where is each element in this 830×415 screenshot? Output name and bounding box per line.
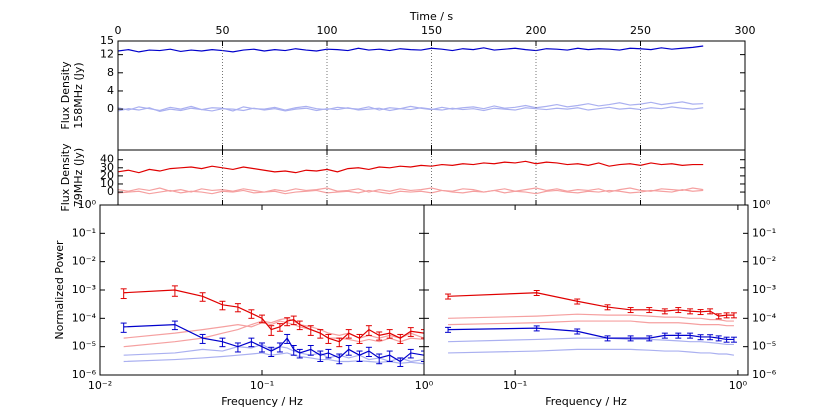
y-tick-label: 10⁻²: [72, 255, 96, 268]
y-tick-label: 10⁻²: [752, 255, 776, 268]
series-line: [123, 317, 424, 348]
y-tick-label: 10⁻⁴: [752, 311, 777, 324]
plot-area: [120, 285, 424, 367]
x-tick-label: 50: [216, 24, 230, 37]
y-tick-label: 10⁻⁵: [72, 340, 96, 353]
x-tick-label: 0: [115, 24, 122, 37]
series-line: [118, 106, 704, 113]
series-line: [123, 352, 424, 365]
y-tick-label: 10⁰: [752, 198, 771, 211]
y-axis-label: 158MHz (Jy): [72, 62, 85, 128]
axes-frame: [423, 204, 749, 376]
y-axis-label: Flux Density: [59, 61, 72, 130]
y-tick-label: 10⁻⁶: [72, 368, 97, 381]
series-line: [123, 343, 424, 363]
y-tick-label: 10: [100, 177, 114, 190]
plot-area: [118, 45, 704, 113]
series-line: [123, 320, 424, 343]
x-tick-label: 100: [317, 24, 338, 37]
x-tick-label: 10⁻²: [88, 379, 112, 392]
x-tick-label: 10⁻¹: [250, 379, 274, 392]
plot-area: [118, 160, 704, 195]
series-line: [123, 289, 424, 343]
series-line: [448, 292, 734, 317]
y-tick-label: 10⁻¹: [72, 226, 96, 239]
x-tick-label: 10⁰: [415, 379, 434, 392]
x-tick-label: 200: [526, 24, 547, 37]
series-line: [118, 160, 704, 174]
y-tick-label: 0: [107, 185, 114, 198]
y-tick-label: 10⁻³: [72, 283, 96, 296]
x-axis-label: Frequency / Hz: [545, 395, 627, 408]
x-tick-label: 300: [735, 24, 756, 37]
y-tick-label: 40: [100, 153, 114, 166]
y-tick-label: 10⁻⁶: [752, 368, 777, 381]
y-tick-label: 8: [107, 66, 114, 79]
series-line: [448, 320, 734, 327]
x-axis-label: Frequency / Hz: [221, 395, 303, 408]
y-tick-label: 20: [100, 169, 114, 182]
series-line: [118, 45, 704, 53]
series-line: [118, 189, 704, 195]
y-tick-label: 4: [107, 84, 114, 97]
y-tick-label: 15: [100, 34, 114, 47]
x-tick-label: 250: [630, 24, 651, 37]
x-tick-label: 10⁻¹: [503, 379, 527, 392]
x-tick-label: 150: [421, 24, 442, 37]
y-tick-label: 10⁻¹: [752, 226, 776, 239]
y-tick-label: 10⁻³: [752, 283, 776, 296]
y-axis-label: Normalized Power: [53, 240, 66, 340]
y-axis-label: 79MHz (Jy): [72, 148, 85, 207]
y-tick-label: 10⁰: [78, 198, 97, 211]
series-line: [123, 324, 424, 363]
y-tick-label: 30: [100, 161, 114, 174]
y-tick-label: 12: [100, 48, 114, 61]
series-line: [448, 348, 735, 356]
y-tick-label: 0: [107, 102, 114, 115]
series-line: [448, 313, 734, 322]
series-line: [448, 337, 734, 346]
y-tick-label: 10⁻⁴: [72, 311, 97, 324]
plot-area: [445, 290, 737, 356]
x-tick-label: 10⁰: [729, 379, 748, 392]
y-tick-label: 10⁻⁵: [752, 340, 776, 353]
series-line: [448, 327, 734, 341]
series-line: [118, 101, 704, 112]
y-axis-label: Flux Density: [59, 143, 72, 212]
x-axis-label: Time / s: [409, 10, 454, 23]
